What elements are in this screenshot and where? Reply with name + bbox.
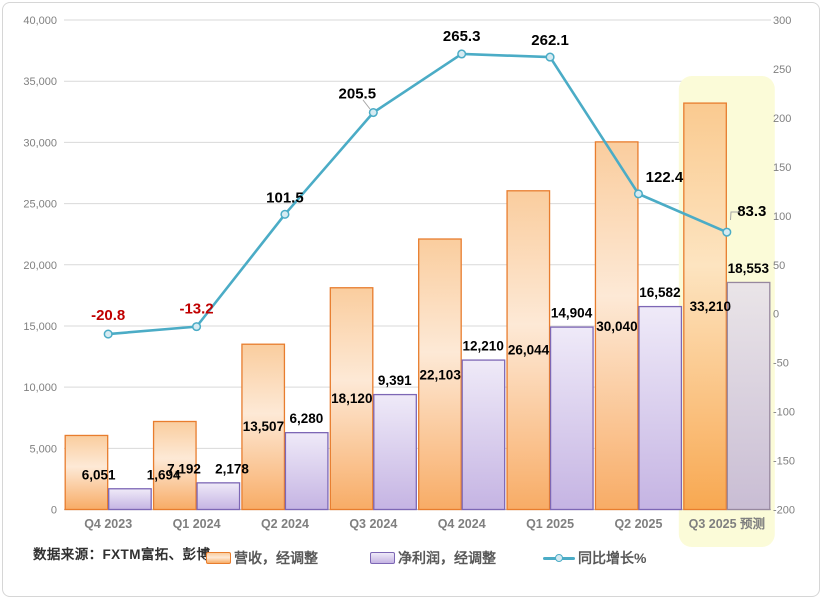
leader-line [730,211,741,221]
legend-label-net-profit: 净利润，经调整 [398,550,496,566]
net-profit-bar [461,359,506,511]
net-profit-label: 18,553 [728,261,770,276]
revenue-bar [418,238,462,511]
net-profit-bar [549,326,594,511]
net-profit-label: 6,280 [290,411,324,426]
legend-item-growth: 同比增长% [543,548,646,568]
category-label: Q4 2024 [438,517,486,531]
right-axis-tick-label: -50 [773,358,789,370]
category-label: Q2 2025 [614,517,662,531]
legend-label-growth: 同比增长% [578,550,647,566]
category-label: Q1 2024 [173,517,221,531]
growth-point [368,107,378,118]
net-profit-label: 16,582 [639,285,680,300]
growth-point [633,189,643,199]
net-profit-bar [196,482,241,511]
legend-label-revenue: 营收，经调整 [234,550,318,566]
revenue-label: 6,051 [82,467,116,482]
left-axis-tick-label: 30,000 [23,137,57,149]
revenue-label: 30,040 [596,319,637,334]
category-label: Q1 2025 [526,517,574,531]
left-axis-tick-label: 25,000 [23,199,57,211]
left-axis-tick-label: 15,000 [23,321,57,333]
right-axis-tick-label: 200 [773,113,791,125]
category-label: Q4 2023 [84,517,132,531]
revenue-label: 18,120 [331,391,372,406]
revenue-label: 22,103 [420,368,462,383]
growth-label: 262.1 [531,32,569,49]
revenue-swatch-icon [206,552,231,564]
right-axis-tick-label: -200 [773,505,795,517]
right-axis-tick-label: 0 [773,309,779,321]
revenue-bar [64,434,109,511]
source-note: 数据来源：FXTM富拓、彭博 [33,547,211,562]
left-axis-tick-label: 10,000 [23,382,57,394]
left-axis-tick-label: 35,000 [23,76,57,88]
right-axis-tick-label: -100 [773,407,795,419]
revenue-bar [152,420,197,511]
revenue-bar [329,287,374,511]
revenue-label: 26,044 [508,343,550,358]
net-profit-bar [373,393,417,511]
category-label: Q2 2024 [261,517,309,531]
growth-point [722,227,732,237]
net-profit-bar [726,281,771,511]
right-axis-tick-label: 50 [773,260,785,272]
category-label: Q3 2025 预测 [689,516,765,531]
growth-label: 83.3 [737,203,766,220]
right-axis-tick-label: 100 [773,211,791,223]
growth-line-icon [543,554,575,562]
growth-label: -20.8 [91,307,125,324]
right-axis-tick-label: 300 [773,15,791,27]
growth-label: 101.5 [266,189,304,206]
right-axis-tick-label: 250 [773,64,791,76]
growth-label: 205.5 [339,86,377,103]
leader-line [362,99,371,110]
growth-marker-icon [555,554,563,562]
revenue-label: 33,210 [690,299,731,314]
category-label: Q3 2024 [349,517,397,531]
growth-line [108,52,728,336]
growth-label: -13.2 [179,301,213,318]
growth-point [545,52,555,62]
growth-point [103,329,113,339]
revenue-bar [594,141,639,511]
left-axis-tick-label: 20,000 [23,260,57,272]
right-axis-tick-label: 150 [773,162,791,174]
net-profit-label: 1,694 [147,467,181,482]
revenue-label: 7,192 [167,461,201,476]
left-axis-tick-label: 5,000 [29,443,57,455]
net-profit-label: 12,210 [463,339,504,354]
net-profit-bar [284,431,329,511]
legend-item-net-profit: 净利润，经调整 [370,548,496,568]
net-profit-label: 2,178 [215,461,249,476]
left-axis-tick-label: 0 [51,505,57,517]
revenue-bar [683,102,727,511]
left-axis-tick-label: 40,000 [23,15,57,27]
growth-label: 122.4 [646,169,684,186]
revenue-bar [241,343,286,511]
growth-point [457,49,467,59]
revenue-bar [506,190,551,511]
net-profit-label: 14,904 [551,306,593,321]
net-profit-label: 9,391 [378,373,412,388]
net-profit-bar [638,305,683,511]
net-profit-bar [108,488,152,511]
right-axis-tick-label: -150 [773,456,795,468]
legend-item-revenue: 营收，经调整 [206,548,318,568]
net-profit-swatch-icon [370,552,395,564]
growth-point [192,322,202,332]
growth-label: 265.3 [443,28,481,45]
growth-point [280,209,290,219]
revenue-label: 13,507 [243,419,284,434]
